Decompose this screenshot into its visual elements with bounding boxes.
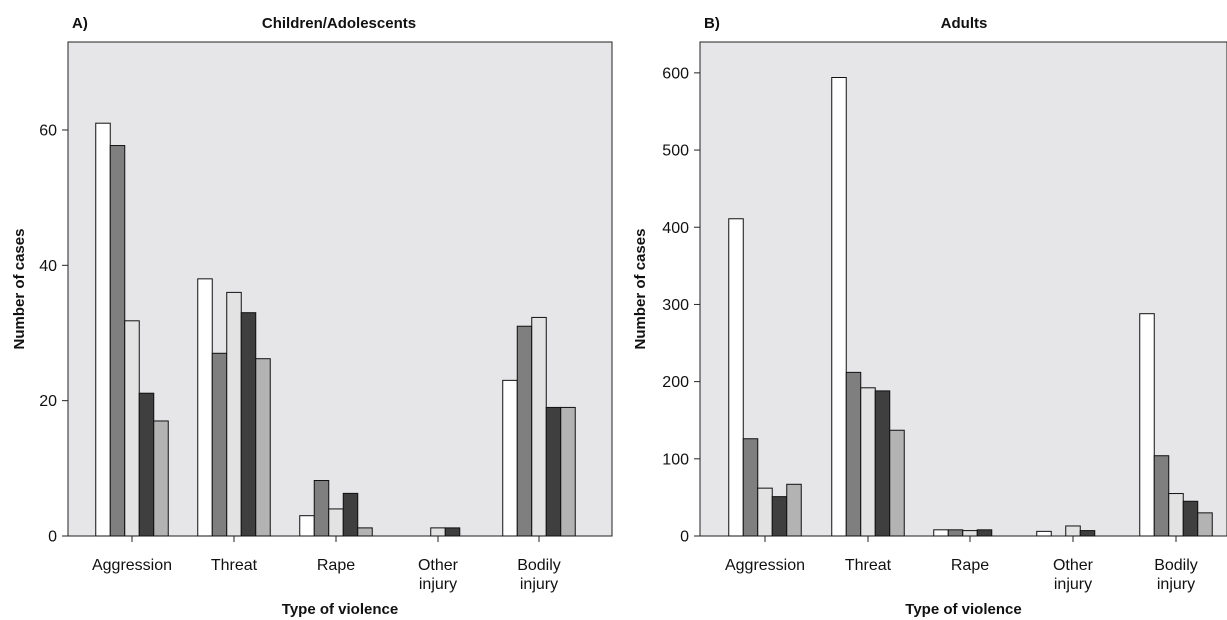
x-tick-label: Aggression — [92, 557, 172, 574]
bar — [531, 316, 547, 537]
chart-title: Children/Adolescents — [262, 15, 416, 32]
bar — [299, 515, 315, 537]
x-tick-label: injury — [1157, 576, 1195, 593]
y-tick-label: 200 — [662, 374, 689, 391]
y-axis-title: Number of cases — [632, 229, 649, 350]
bar — [109, 145, 126, 537]
bar — [845, 371, 862, 537]
y-tick-label: 20 — [39, 393, 57, 410]
y-tick-label: 100 — [662, 451, 689, 468]
chart-panel-b: B) Adults 0 100 200 300 400 500 600 Number of cas… — [632, 15, 1227, 618]
bar — [933, 529, 949, 537]
bar — [255, 358, 271, 537]
y-tick-label: 40 — [39, 258, 57, 275]
x-tick-label: Threat — [845, 557, 892, 574]
x-tick-label: injury — [520, 576, 558, 593]
bar — [976, 529, 993, 537]
bar — [860, 387, 876, 537]
x-tick-label: Rape — [951, 557, 989, 574]
bar — [95, 122, 111, 537]
bar — [889, 429, 905, 537]
bar — [153, 420, 169, 537]
bar — [430, 527, 446, 537]
bar — [313, 480, 330, 537]
bar — [211, 352, 228, 537]
bar — [545, 406, 562, 537]
x-tick-label: Aggression — [725, 557, 805, 574]
x-tick-label: Bodily — [517, 557, 561, 574]
x-tick-label: Bodily — [1154, 557, 1198, 574]
bar — [742, 438, 759, 537]
bar — [1036, 530, 1052, 537]
bar — [874, 390, 891, 537]
bar — [444, 527, 461, 537]
bar — [771, 496, 788, 537]
y-tick-label: 500 — [662, 143, 689, 160]
x-axis-title: Type of violence — [282, 601, 398, 618]
y-tick-label: 300 — [662, 297, 689, 314]
panel-label: B) — [704, 15, 720, 32]
bar — [357, 527, 373, 537]
bar — [1153, 455, 1170, 537]
x-axis-title: Type of violence — [905, 601, 1021, 618]
panel-label: A) — [72, 15, 88, 32]
x-tick-label: injury — [1054, 576, 1092, 593]
bar — [197, 278, 213, 537]
bar — [757, 487, 773, 537]
bar — [124, 320, 140, 537]
bar — [1182, 500, 1199, 537]
y-tick-label: 60 — [39, 122, 57, 139]
plot-area — [699, 41, 1227, 537]
x-tick-label: Threat — [211, 557, 258, 574]
chart-title: Adults — [941, 15, 988, 32]
y-tick-label: 600 — [662, 65, 689, 82]
bar — [786, 483, 802, 537]
bar — [342, 492, 359, 537]
y-tick-label: 0 — [680, 529, 689, 546]
bar — [1079, 530, 1096, 537]
bar — [560, 406, 576, 537]
bar — [226, 291, 242, 537]
bar — [728, 218, 744, 537]
y-axis-title: Number of cases — [11, 229, 28, 350]
x-tick-label: Other — [418, 557, 459, 574]
y-tick-label: 400 — [662, 220, 689, 237]
bar — [328, 508, 344, 537]
bar — [502, 379, 518, 537]
x-tick-label: injury — [419, 576, 457, 593]
x-tick-label: Other — [1053, 557, 1094, 574]
bar — [947, 529, 964, 537]
bar — [962, 530, 978, 537]
chart-panel-a: A) Children/Adolescents 0 20 40 60 Number of c… — [11, 15, 613, 618]
bar — [240, 312, 257, 537]
bar — [138, 392, 155, 537]
bar — [1139, 313, 1155, 537]
bar — [1197, 512, 1213, 537]
x-tick-label: Rape — [317, 557, 355, 574]
bar — [1065, 525, 1081, 537]
bar — [831, 77, 847, 537]
bar — [516, 325, 533, 537]
y-tick-label: 0 — [48, 529, 57, 546]
bar — [1168, 493, 1184, 537]
